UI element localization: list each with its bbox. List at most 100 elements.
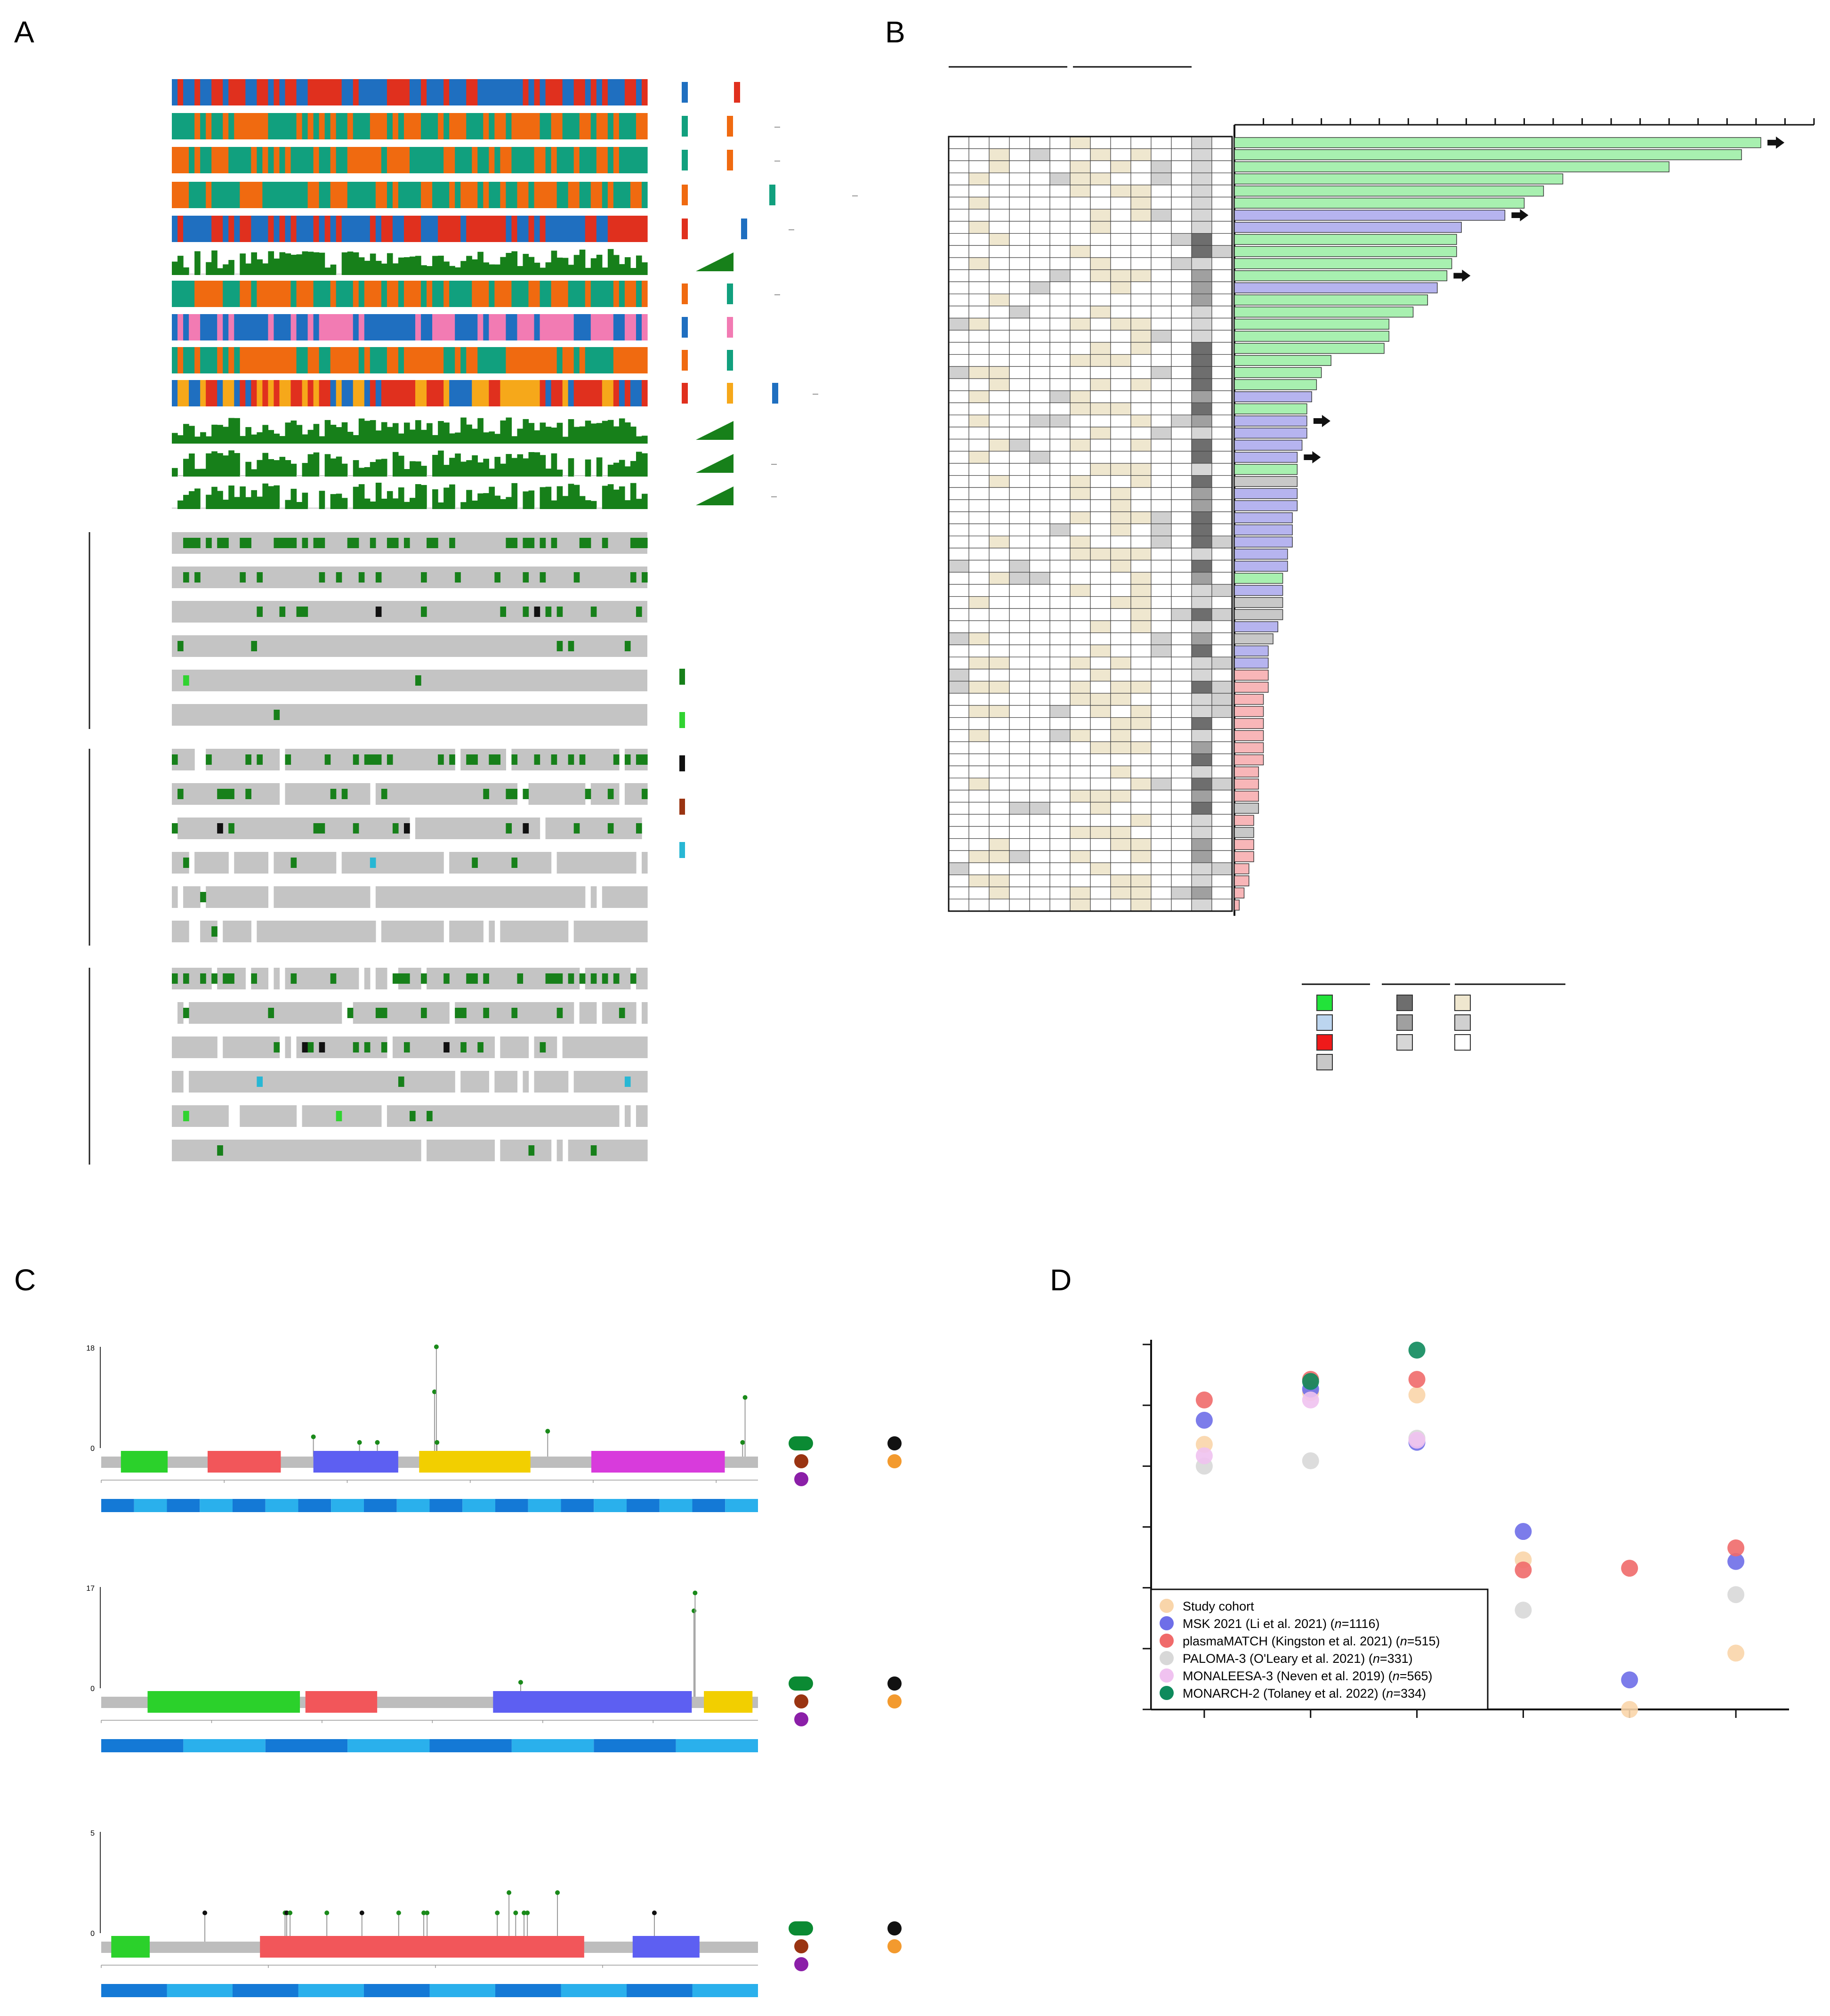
status-cell (1191, 572, 1212, 585)
mutation-track-cell (324, 783, 331, 805)
status-cell (1191, 438, 1212, 452)
clinical-cell (517, 347, 524, 373)
mutation-track-cell (432, 886, 438, 908)
mutation-track-cell (341, 1105, 348, 1127)
clinical-cell (573, 314, 580, 340)
status-cell (1029, 221, 1050, 234)
clinical-cell (630, 380, 637, 406)
status-cell (1110, 572, 1131, 585)
clinical-cell (375, 182, 382, 208)
mutation-track-cell (562, 1002, 569, 1024)
mutation-track-cell (200, 921, 206, 942)
mutation-track-cell (443, 783, 450, 805)
clinical-cell (511, 216, 518, 242)
mutation-track-cell (257, 852, 263, 874)
mutation-track-cell (579, 1002, 586, 1024)
status-cell (1070, 753, 1091, 766)
level-bar (517, 429, 524, 444)
status-cell (1070, 548, 1091, 561)
mutation-track-cell (251, 1002, 257, 1024)
status-cell (989, 402, 1010, 415)
status-cell (1211, 366, 1233, 379)
mutation-track-cell (500, 818, 507, 839)
mutation-track-cell (466, 886, 472, 908)
mutation-track-cell (460, 968, 467, 989)
level-bar (494, 495, 500, 509)
clinical-cell (568, 380, 574, 406)
status-cell (1009, 136, 1030, 149)
status-cell (1191, 293, 1212, 307)
clinical-cell (562, 147, 569, 173)
mutation-track-cell (358, 852, 365, 874)
status-cell (1171, 438, 1192, 452)
mutation-track-cell (392, 749, 399, 770)
mutation-track-cell (596, 1105, 603, 1127)
status-cell (1029, 741, 1050, 754)
mutation-track-cell (534, 1002, 540, 1024)
clinical-cell (410, 182, 416, 208)
mutation-track-cell (607, 1036, 614, 1058)
status-cell (1090, 196, 1111, 210)
mutation-track-cell (381, 852, 387, 874)
legend-entry-text: Study cohort (1183, 1599, 1254, 1613)
status-cell (948, 693, 969, 706)
mutation-track-cell (183, 1036, 189, 1058)
clinical-cell (285, 182, 291, 208)
level-bar (206, 262, 212, 275)
mutation-track-cell (443, 1002, 450, 1024)
mutation-track-cell (624, 852, 631, 874)
mutation-mark (624, 754, 631, 765)
mutation-track-cell (415, 783, 421, 805)
status-cell (1110, 802, 1131, 815)
mutation-track-cell (330, 1140, 337, 1161)
status-cell (1070, 656, 1091, 670)
legend-entry-text: =1116) (1342, 1617, 1380, 1631)
clinical-cell (506, 281, 512, 307)
level-bar (551, 500, 557, 509)
clinical-cell (511, 347, 518, 373)
clinical-cell (630, 281, 637, 307)
clinical-cell (489, 314, 495, 340)
clinical-cell (375, 314, 382, 340)
clinical-cell (613, 182, 620, 208)
mutation-track-cell (172, 1071, 178, 1093)
status-cell (1211, 160, 1233, 173)
status-cell (968, 463, 990, 476)
mutation-track-cell (313, 886, 320, 908)
level-bar (285, 253, 291, 275)
legend-marker (1160, 1651, 1174, 1665)
lollipop-head (359, 1911, 364, 1915)
mutation-track-cell (392, 1140, 399, 1161)
status-cell (1151, 438, 1172, 452)
mutation-track-cell (228, 886, 234, 908)
clinical-cell (194, 281, 201, 307)
mutation-track-cell (421, 852, 427, 874)
clinical-cell (624, 147, 631, 173)
status-cell (1130, 680, 1152, 694)
status-cell (1029, 463, 1050, 476)
level-bar (460, 261, 467, 275)
clinical-cell (364, 380, 371, 406)
mutation-track-cell (375, 1071, 382, 1093)
mutation-track-cell (460, 818, 467, 839)
mutation-mark (319, 823, 325, 834)
mutation-track-cell (551, 818, 557, 839)
clinical-cell (285, 314, 291, 340)
clinical-cell (403, 314, 410, 340)
clinical-cell (421, 113, 427, 139)
level-bar (624, 466, 631, 477)
mutation-track-cell (223, 1002, 229, 1024)
clinical-cell (290, 380, 297, 406)
mutation-track-cell (262, 783, 269, 805)
status-cell (1110, 269, 1131, 283)
clinical-cell (568, 314, 574, 340)
status-cell (968, 548, 990, 561)
clinical-cell (358, 281, 365, 307)
clinical-cell (353, 113, 359, 139)
mutation-track-cell (319, 1071, 325, 1093)
level-bar (511, 436, 518, 444)
level-bar (381, 422, 387, 444)
mutation-track-cell (189, 783, 195, 805)
status-cell (1151, 572, 1172, 585)
mutation-track-cell (534, 852, 540, 874)
